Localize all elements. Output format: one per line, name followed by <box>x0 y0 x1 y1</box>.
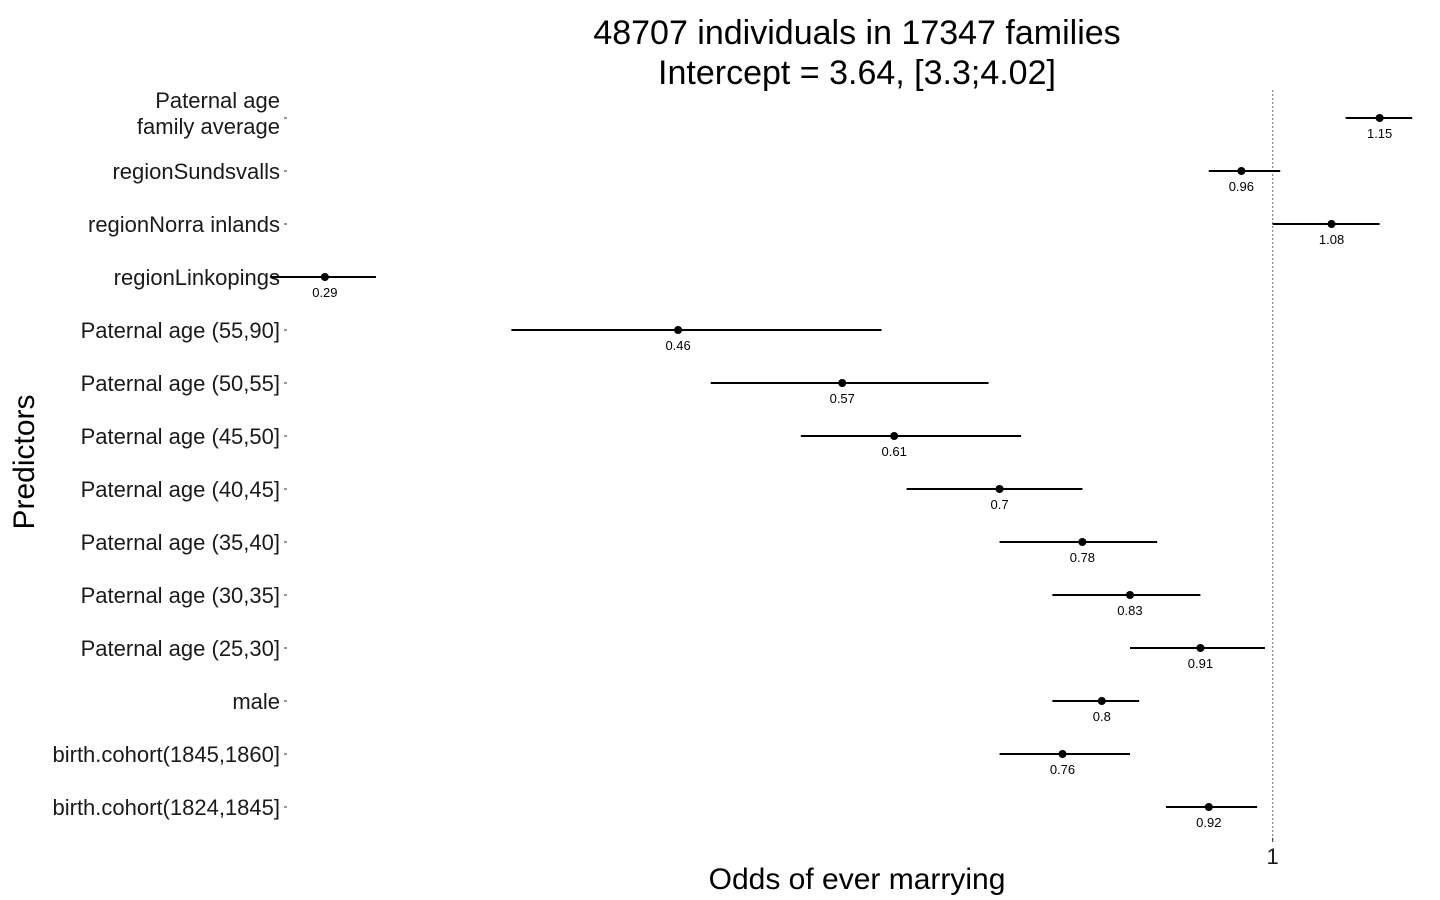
predictor-label: male <box>232 689 280 714</box>
predictor-row: Paternal age (50,55] 0.57 <box>81 371 989 406</box>
predictor-row: regionSundsvalls 0.96 <box>112 159 1281 194</box>
predictor-label: Paternal age (25,30] <box>81 636 280 661</box>
estimate-value-label: 0.8 <box>1093 709 1111 724</box>
chart-title: 48707 individuals in 17347 families Inte… <box>593 14 1120 92</box>
predictor-row: Paternal age (55,90] 0.46 <box>81 318 882 353</box>
predictor-label: Paternal age (30,35] <box>81 583 280 608</box>
point-estimate <box>1237 167 1246 175</box>
estimate-value-label: 1.08 <box>1319 232 1344 247</box>
estimate-value-label: 0.96 <box>1229 179 1254 194</box>
predictor-label: birth.cohort(1824,1845] <box>53 795 281 820</box>
predictor-row: Paternal age (35,40] 0.78 <box>81 530 1158 565</box>
estimate-value-label: 0.83 <box>1117 603 1142 618</box>
point-estimate <box>1078 538 1087 546</box>
point-estimate <box>838 379 847 387</box>
predictor-label: regionLinkopings <box>114 265 280 290</box>
point-estimate <box>1097 697 1106 705</box>
x-axis: 1 <box>1266 838 1279 869</box>
estimate-value-label: 0.76 <box>1050 762 1075 777</box>
predictor-label: family average <box>137 114 280 139</box>
estimate-value-label: 0.91 <box>1188 656 1213 671</box>
y-axis-label: Predictors <box>8 394 41 529</box>
chart-title-line-2: Intercept = 3.64, [3.3;4.02] <box>658 54 1056 92</box>
x-tick-label: 1 <box>1266 844 1278 869</box>
estimate-value-label: 0.92 <box>1196 815 1221 830</box>
estimate-value-label: 0.46 <box>665 338 690 353</box>
predictor-label: regionNorra inlands <box>88 212 280 237</box>
point-estimate <box>1196 644 1205 652</box>
predictor-row: Paternal age (30,35] 0.83 <box>81 583 1201 618</box>
point-estimate <box>1125 591 1134 599</box>
point-estimate <box>1204 803 1213 811</box>
predictor-label: Paternal age (40,45] <box>81 477 280 502</box>
predictor-row: birth.cohort(1824,1845] 0.92 <box>53 795 1258 830</box>
predictor-row: Paternal age (25,30] 0.91 <box>81 636 1265 671</box>
predictor-label: Paternal age <box>155 88 280 113</box>
point-estimate <box>1327 220 1336 228</box>
predictor-row: Paternal age (45,50] 0.61 <box>81 424 1022 459</box>
predictor-row: male 0.8 <box>232 689 1140 724</box>
point-estimate <box>674 326 683 334</box>
estimate-value-label: 1.15 <box>1367 126 1392 141</box>
predictor-label: Paternal age (55,90] <box>81 318 280 343</box>
point-estimate <box>320 273 329 281</box>
predictor-row: regionNorra inlands 1.08 <box>88 212 1380 247</box>
predictor-label: regionSundsvalls <box>112 159 280 184</box>
estimate-value-label: 0.61 <box>882 444 907 459</box>
estimate-value-label: 0.57 <box>830 391 855 406</box>
chart-title-line-1: 48707 individuals in 17347 families <box>593 14 1120 52</box>
x-axis-label: Odds of ever marrying <box>709 863 1006 896</box>
predictor-label: birth.cohort(1845,1860] <box>53 742 281 767</box>
point-estimate <box>1375 114 1384 122</box>
point-estimate <box>1058 750 1067 758</box>
estimate-value-label: 0.29 <box>312 285 337 300</box>
point-estimate <box>890 432 899 440</box>
predictor-label: Paternal age (35,40] <box>81 530 280 555</box>
estimate-value-label: 0.78 <box>1070 550 1095 565</box>
estimate-value-label: 0.7 <box>991 497 1009 512</box>
predictor-label: Paternal age (45,50] <box>81 424 280 449</box>
predictor-label: Paternal age (50,55] <box>81 371 280 396</box>
predictor-row: Paternal age (40,45] 0.7 <box>81 477 1083 512</box>
point-estimate <box>995 485 1004 493</box>
predictor-row: birth.cohort(1845,1860] 0.76 <box>53 742 1130 777</box>
predictor-row: regionLinkopings 0.29 <box>114 265 376 300</box>
